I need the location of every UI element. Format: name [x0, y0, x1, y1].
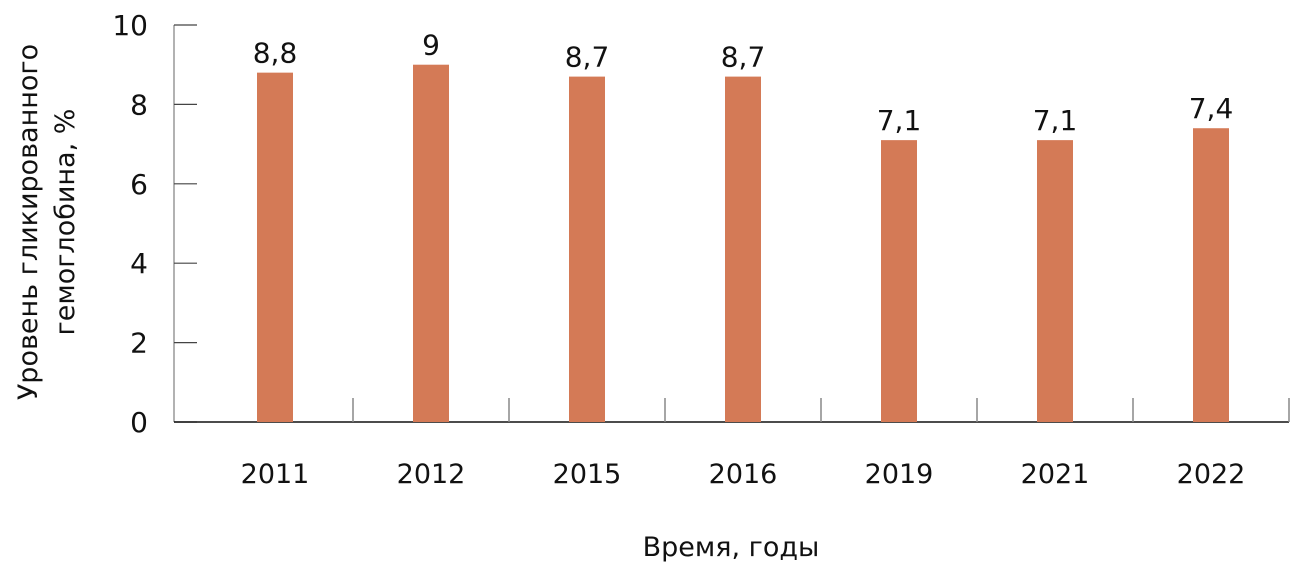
data-label: 7,4	[1189, 92, 1234, 125]
bar-2022	[1193, 128, 1229, 422]
data-label: 8,7	[565, 41, 610, 74]
bar-2016	[725, 76, 761, 423]
data-label: 8,7	[721, 41, 766, 74]
x-tick-label: 2015	[553, 459, 622, 490]
y-axis-label: Уровень гликированного гемоглобина, %	[13, 44, 81, 400]
y-axis-label-line-2: гемоглобина, %	[50, 109, 81, 336]
x-tick-label: 2016	[709, 459, 778, 490]
y-tick-label: 10	[112, 9, 148, 42]
y-tick-label: 6	[130, 168, 148, 201]
data-label: 7,1	[1033, 104, 1078, 137]
bar-2015	[569, 76, 605, 423]
x-axis-label: Время, годы	[643, 532, 820, 563]
x-tick-label: 2022	[1177, 459, 1246, 490]
x-tick-label: 2012	[397, 459, 466, 490]
bar-2019	[881, 140, 917, 422]
x-tick-label: 2011	[241, 459, 310, 490]
y-tick-label: 0	[130, 406, 148, 439]
bar-2011	[257, 72, 293, 422]
y-axis-label-line-1: Уровень гликированного	[13, 44, 44, 400]
y-tick-label: 2	[130, 327, 148, 360]
bar-2012	[413, 64, 449, 422]
data-label: 7,1	[877, 104, 922, 137]
x-tick-label: 2019	[865, 459, 934, 490]
data-label: 8,8	[253, 37, 298, 70]
y-tick-label: 8	[130, 88, 148, 121]
x-tick-label: 2021	[1021, 459, 1090, 490]
bar-2021	[1037, 140, 1073, 422]
data-label: 9	[422, 29, 440, 62]
y-tick-label: 4	[130, 247, 148, 280]
